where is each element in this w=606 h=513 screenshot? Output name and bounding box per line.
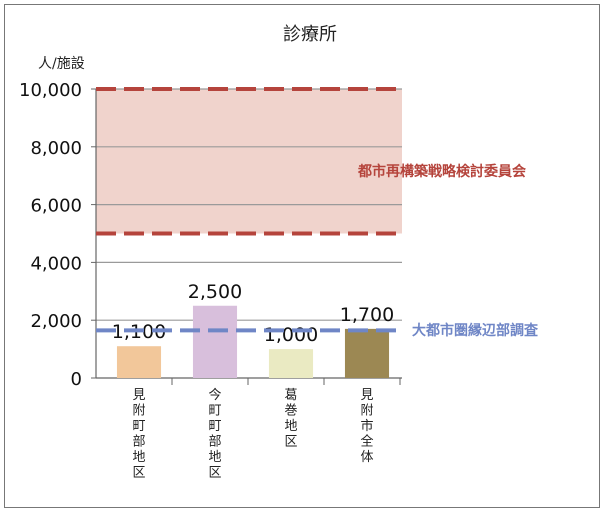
category-label: 見附町部地区: [132, 388, 145, 481]
reference-line-label: 大都市圏縁辺部調査: [412, 322, 539, 339]
y-tick-label: 10,000: [19, 80, 82, 101]
bar: [116, 346, 162, 378]
bars: [116, 305, 390, 378]
bar: [192, 305, 238, 378]
y-tick-label: 8,000: [30, 138, 82, 159]
category-label: 葛巻地区: [284, 388, 297, 450]
chart-title: 診療所: [283, 24, 337, 45]
y-axis-unit-label: 人/施設: [38, 56, 85, 72]
data-label: 1,700: [340, 304, 394, 326]
y-tick-label: 6,000: [30, 196, 82, 217]
category-labels: 見附町部地区 今町町部地区 葛巻地区 見附市全体: [132, 378, 401, 481]
y-tick-label: 4,000: [30, 253, 82, 274]
reference-band-urban-restructuring: [96, 89, 402, 234]
data-label: 1,000: [264, 324, 318, 346]
bar: [344, 328, 390, 378]
bar: [268, 349, 314, 378]
category-label: 今町町部地区: [208, 387, 221, 481]
y-tick-label: 0: [71, 369, 82, 390]
y-tick-labels: 0 2,000 4,000 6,000 8,000 10,000: [19, 80, 82, 390]
reference-lines: [96, 87, 402, 333]
category-label: 見附市全体: [360, 388, 373, 465]
data-label: 2,500: [188, 281, 242, 303]
y-tick-label: 2,000: [30, 311, 82, 332]
reference-band-label: 都市再構築戦略検討委員会: [357, 163, 527, 180]
